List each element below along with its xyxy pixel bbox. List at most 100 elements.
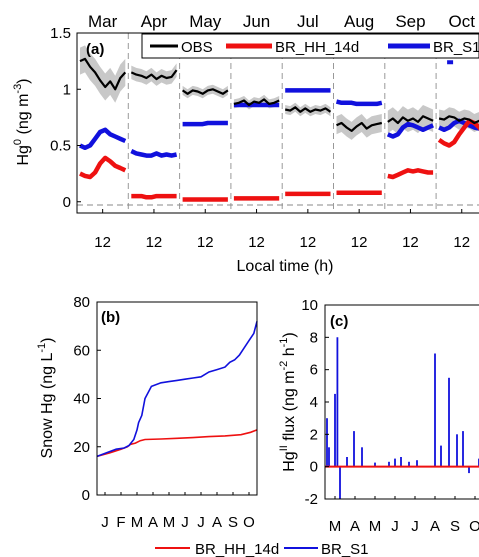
legend-obs-label: OBS: [181, 39, 213, 56]
x-tick-label: O: [469, 518, 479, 535]
panel-b-br-hh-14d-line: [96, 429, 258, 458]
y-tick-label: 4: [310, 394, 318, 411]
y-tick-label: 1.5: [50, 25, 71, 42]
br-s1-line-may: [182, 120, 228, 127]
panel-b-series: [96, 321, 258, 458]
panel-b-axes-frame: [96, 301, 258, 496]
x-tick-label: J: [101, 514, 109, 531]
x-tick-label: 12: [300, 234, 317, 251]
obs-line-oct: [438, 115, 479, 125]
panel-c-y-axis-label: HgII flux (ng m-2 h-1): [278, 332, 298, 472]
y-tick-label: 2: [310, 426, 318, 443]
month-dividers: [127, 33, 437, 213]
x-tick-label: A: [430, 518, 440, 535]
x-tick-label: A: [350, 518, 360, 535]
y-tick-label: 6: [310, 362, 318, 379]
y-tick-label: 8: [310, 329, 318, 346]
x-tick-label: M: [163, 514, 176, 531]
month-label-oct: Oct: [449, 12, 476, 31]
x-tick-label: 12: [402, 234, 419, 251]
y-tick-label: 1: [63, 81, 71, 98]
panel-c-axes-frame: [324, 304, 479, 500]
month-label-jun: Jun: [243, 12, 270, 31]
month-label-mar: Mar: [88, 12, 118, 31]
obs-line-apr: [130, 69, 178, 81]
panel-c-series: [325, 337, 479, 499]
bottom-legend-br-hh-14d-label: BR_HH_14d: [195, 541, 279, 557]
y-tick-label: 0: [63, 194, 71, 211]
br-hh-14d-line-mar: [79, 155, 127, 180]
x-tick-label: 12: [453, 234, 470, 251]
x-tick-label: S: [228, 514, 238, 531]
x-tick-label: 12: [94, 234, 111, 251]
obs-line-jul: [284, 106, 332, 113]
x-tick-label: M: [131, 514, 144, 531]
y-tick-label: -2: [305, 491, 318, 508]
y-tick-label: 10: [301, 297, 318, 314]
obs-line-jun: [233, 98, 280, 107]
panel-a: 00.511.5 Mar Apr May Jun Jul Aug Sep Oct 12 12 12…: [12, 12, 479, 275]
month-label-jul: Jul: [297, 12, 319, 31]
br-s1-line-sep: [386, 121, 435, 139]
panel-b-label: (b): [101, 309, 120, 326]
x-tick-label: 12: [248, 234, 265, 251]
obs-line-aug: [336, 121, 383, 132]
month-label-sep: Sep: [395, 12, 425, 31]
panel-a-x-axis-label: Local time (h): [237, 258, 334, 275]
x-tick-label: 12: [146, 234, 163, 251]
x-tick-label: A: [212, 514, 222, 531]
obs-band-apr: [131, 63, 177, 86]
panel-b-br-s1-line: [96, 321, 258, 458]
x-tick-label: J: [391, 518, 399, 535]
y-tick-label: 20: [73, 439, 90, 456]
panel-a-legend: OBS BR_HH_14d BR_S1: [141, 33, 479, 59]
panel-a-month-labels: Mar Apr May Jun Jul Aug Sep Oct: [88, 12, 475, 31]
obs-line-mar: [79, 57, 127, 91]
panel-a-x-ticks: 12 12 12 12 12 12 12 12: [94, 209, 470, 251]
panel-a-y-axis-label: Hg0 (ng m-3): [12, 78, 32, 165]
x-tick-label: M: [369, 518, 382, 535]
x-tick-label: A: [148, 514, 158, 531]
br-hh-14d-line-oct: [437, 118, 479, 148]
legend-br-s1-label: BR_S1: [433, 39, 479, 56]
x-tick-label: 12: [197, 234, 214, 251]
br-s1-line-mar: [79, 127, 127, 151]
x-tick-label: S: [450, 518, 460, 535]
br-s1-line-apr: [130, 149, 178, 158]
x-tick-label: O: [243, 514, 255, 531]
x-tick-label: 12: [351, 234, 368, 251]
panel-a-axes-frame: [76, 32, 479, 214]
x-tick-label: M: [329, 518, 342, 535]
panel-c-y-ticks: -2 0 2 4 6 8 10: [301, 297, 329, 508]
y-tick-label: 0.5: [50, 138, 71, 155]
obs-line-sep: [387, 115, 434, 125]
x-tick-label: J: [197, 514, 205, 531]
panel-a-y-ticks: 0 0.5 1 1.5: [50, 25, 81, 211]
panel-a-label: (a): [86, 41, 104, 58]
bottom-legend: BR_HH_14d BR_S1: [155, 541, 369, 557]
obs-line-may: [181, 88, 229, 95]
br-hh-14d-line-apr: [131, 193, 177, 200]
br-s1-line-aug: [335, 99, 383, 107]
panel-c-label: (c): [330, 313, 348, 330]
bottom-legend-br-s1-label: BR_S1: [321, 541, 369, 557]
month-label-may: May: [189, 12, 222, 31]
x-tick-label: J: [181, 514, 189, 531]
y-tick-label: 60: [73, 342, 90, 359]
panel-b-y-axis-label: Snow Hg (ng L-1): [36, 338, 56, 459]
y-tick-label: 40: [73, 391, 90, 408]
x-tick-label: J: [411, 518, 419, 535]
month-label-aug: Aug: [344, 12, 374, 31]
legend-br-hh-14d-label: BR_HH_14d: [275, 39, 359, 56]
panel-b-y-ticks: 0 20 40 60 80: [73, 294, 101, 504]
br-hh-14d-line-sep: [387, 168, 434, 180]
obs-band-aug: [336, 114, 382, 140]
y-tick-label: 80: [73, 294, 90, 311]
y-tick-label: 0: [310, 459, 318, 476]
panel-a-series: [79, 57, 479, 202]
